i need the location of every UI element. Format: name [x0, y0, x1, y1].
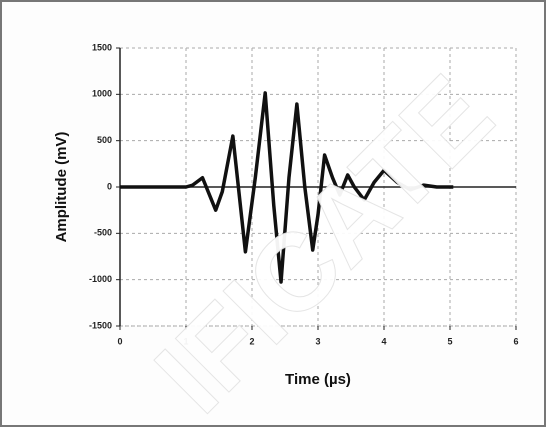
- y-tick-label: 500: [97, 135, 112, 145]
- x-tick-label: 0: [117, 336, 122, 346]
- y-tick-label: -500: [94, 228, 112, 238]
- y-tick-label: -1500: [89, 320, 112, 330]
- x-tick-label: 1: [183, 336, 188, 346]
- y-tick-label: 1500: [92, 42, 112, 52]
- y-tick-label: -1000: [89, 274, 112, 284]
- series-line: [120, 91, 454, 284]
- x-tick-label: 3: [315, 336, 320, 346]
- x-tick-label: 6: [513, 336, 518, 346]
- x-tick-label: 4: [381, 336, 386, 346]
- x-tick-label: 5: [447, 336, 452, 346]
- y-tick-label: 1000: [92, 89, 112, 99]
- y-axis-title: Amplitude (mV): [53, 132, 70, 243]
- x-axis-title: Time (µs): [285, 371, 351, 388]
- y-tick-label: 0: [107, 181, 112, 191]
- x-tick-label: 2: [249, 336, 254, 346]
